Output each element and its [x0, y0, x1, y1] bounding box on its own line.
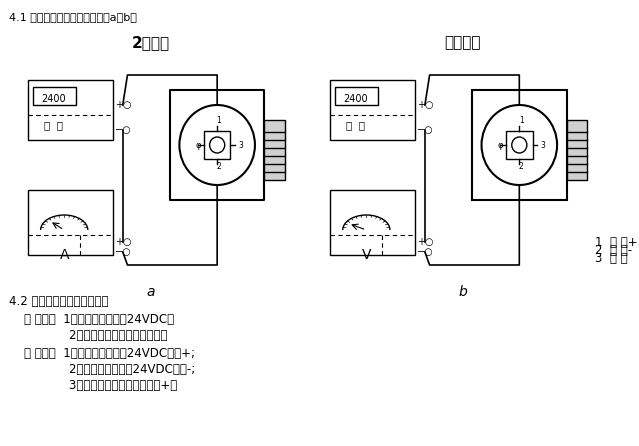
Circle shape: [512, 137, 527, 153]
Text: −○: −○: [417, 247, 434, 257]
Bar: [330, 80, 415, 140]
Circle shape: [482, 105, 557, 185]
Text: 口 电压：  1号端子（红线）：24VDC电源+;: 口 电压： 1号端子（红线）：24VDC电源+;: [24, 347, 195, 360]
Text: 电压输出: 电压输出: [444, 35, 481, 50]
Bar: [170, 90, 265, 200]
Bar: [28, 190, 113, 255]
Text: +○: +○: [115, 237, 132, 247]
Bar: [204, 131, 231, 159]
Text: a: a: [147, 285, 155, 299]
Text: 2  电 源-: 2 电 源-: [595, 244, 632, 256]
Text: −○: −○: [417, 125, 434, 135]
Text: b: b: [458, 285, 467, 299]
Bar: [472, 90, 567, 200]
Bar: [33, 87, 75, 105]
Text: 2号端子（蓝线）：电流输出。: 2号端子（蓝线）：电流输出。: [24, 329, 167, 342]
Text: +○: +○: [417, 100, 434, 110]
Text: A: A: [59, 248, 69, 262]
Text: 3: 3: [540, 140, 545, 149]
Text: −○: −○: [115, 125, 132, 135]
Text: 2号端子（蓝线）：24VDC电源-;: 2号端子（蓝线）：24VDC电源-;: [24, 363, 195, 376]
Text: 3号端子（黄线）：信号输出+。: 3号端子（黄线）：信号输出+。: [24, 379, 177, 392]
Text: 3  输 出: 3 输 出: [595, 252, 627, 264]
Text: −○: −○: [115, 247, 132, 257]
Bar: [28, 80, 113, 140]
Text: 2: 2: [217, 162, 222, 171]
Circle shape: [180, 105, 255, 185]
Text: 1: 1: [217, 116, 222, 125]
Text: 2线电流: 2线电流: [132, 35, 170, 50]
Text: φ: φ: [196, 140, 201, 149]
Text: V: V: [362, 248, 371, 262]
Text: 1: 1: [519, 116, 523, 125]
Text: 口 电流：  1号端子（红线）：24VDC；: 口 电流： 1号端子（红线）：24VDC；: [24, 313, 174, 326]
Bar: [330, 190, 415, 255]
Text: 电  源: 电 源: [346, 120, 366, 130]
Text: 4.1 赫斯曼结构电气连接如下图a、b：: 4.1 赫斯曼结构电气连接如下图a、b：: [10, 12, 137, 22]
Text: 2400: 2400: [42, 94, 66, 104]
Text: 2: 2: [519, 162, 523, 171]
Text: +○: +○: [115, 100, 132, 110]
Text: 3: 3: [238, 140, 243, 149]
Circle shape: [210, 137, 225, 153]
Bar: [335, 87, 378, 105]
Text: 1  电 源+: 1 电 源+: [595, 235, 638, 248]
Text: φ: φ: [498, 140, 503, 149]
Text: 电  源: 电 源: [44, 120, 63, 130]
Text: +○: +○: [417, 237, 434, 247]
Text: 4.2 直接引线结构电气连接：: 4.2 直接引线结构电气连接：: [10, 295, 109, 308]
Bar: [506, 131, 532, 159]
Bar: [567, 120, 587, 180]
Text: 2400: 2400: [344, 94, 368, 104]
Bar: [265, 120, 285, 180]
